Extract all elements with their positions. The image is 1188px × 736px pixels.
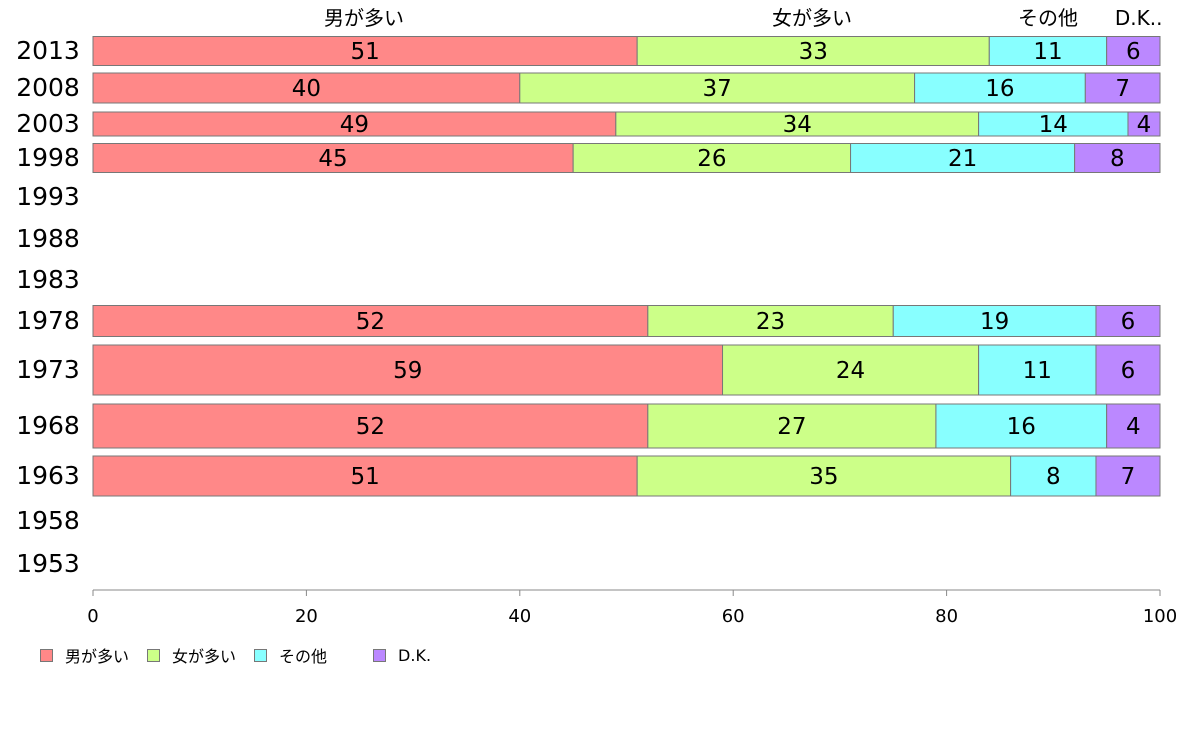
category-label-2013: 2013 [16,36,80,65]
column-header-1: 女が多い [772,6,852,30]
legend-item-male: 男が多い [40,643,129,667]
data-label-2013-1: 33 [799,39,828,65]
data-label-1998-3: 8 [1110,146,1125,172]
bar-segment-2003-0 [92,111,617,137]
bar-segment-1978-0 [92,305,649,337]
legend-swatch-dk [373,648,387,662]
data-label-2013-2: 11 [1033,39,1062,65]
bar-segment-2013-1 [636,36,990,66]
legend-swatch-female [147,648,161,662]
bar-segment-1973-0 [92,344,724,396]
bar-segment-1998-0 [92,143,574,173]
legend-label-other: その他 [279,647,328,666]
data-label-1973-2: 11 [1023,358,1052,384]
category-label-1988: 1988 [16,224,80,253]
data-label-1968-0: 52 [356,414,385,440]
bar-segment-2008-3 [1084,72,1161,104]
bar-segment-1968-3 [1106,403,1161,449]
bar-segment-1998-3 [1074,143,1161,173]
x-tick-label-0: 0 [87,606,98,627]
category-label-1958: 1958 [16,506,80,535]
legend-item-female: 女が多い [147,643,236,667]
data-label-2003-0: 49 [340,112,369,138]
data-label-1963-1: 35 [809,464,838,490]
data-label-1998-1: 26 [697,146,726,172]
data-label-2013-3: 6 [1126,39,1141,65]
category-label-1973: 1973 [16,355,80,384]
legend-label-female: 女が多い [172,647,237,666]
bar-segment-2013-3 [1106,36,1161,66]
x-tick-label-80: 80 [935,606,958,627]
legend: 男が多い 女が多い その他 D.K. [40,643,449,667]
bar-segment-1978-2 [892,305,1097,337]
bar-segment-2013-2 [988,36,1108,66]
data-label-1968-3: 4 [1126,414,1141,440]
data-label-2008-2: 16 [985,76,1014,102]
category-label-1998: 1998 [16,143,80,172]
category-label-1978: 1978 [16,306,80,335]
data-label-1978-1: 23 [756,309,785,335]
data-label-2008-1: 37 [703,76,732,102]
bar-segment-1998-1 [572,143,852,173]
legend-item-other: その他 [254,643,327,667]
column-header-3: D.K.. [1115,6,1163,30]
bar-segment-1978-3 [1095,305,1161,337]
bar-segment-2003-1 [615,111,980,137]
category-label-2008: 2008 [16,73,80,102]
category-label-1953: 1953 [16,549,80,578]
data-label-2013-0: 51 [350,39,379,65]
bar-segment-1978-1 [647,305,894,337]
bar-segment-1973-1 [722,344,980,396]
bar-segment-1963-3 [1095,455,1161,497]
data-label-1968-1: 27 [777,414,806,440]
legend-swatch-male [40,648,53,662]
bar-segment-2008-1 [519,72,916,104]
legend-item-dk: D.K. [373,646,431,665]
data-label-1978-0: 52 [356,309,385,335]
bar-segment-2003-3 [1127,111,1161,137]
bar-segment-2008-0 [92,72,521,104]
x-tick-label-60: 60 [722,606,745,627]
bar-segment-1973-3 [1095,344,1161,396]
legend-swatch-other [254,648,268,662]
data-label-1968-2: 16 [1007,414,1036,440]
data-label-2003-2: 14 [1039,112,1068,138]
bar-segment-1968-2 [935,403,1108,449]
data-label-2003-3: 4 [1137,112,1152,138]
data-label-1973-3: 6 [1121,358,1136,384]
category-label-1983: 1983 [16,265,80,294]
data-label-2003-1: 34 [783,112,812,138]
data-label-1963-2: 8 [1046,464,1061,490]
x-tick-label-20: 20 [295,606,318,627]
data-label-1978-3: 6 [1121,309,1136,335]
data-label-1978-2: 19 [980,309,1009,335]
category-label-1963: 1963 [16,461,80,490]
bar-segment-1963-0 [92,455,638,497]
data-label-1998-2: 21 [948,146,977,172]
category-label-1993: 1993 [16,182,80,211]
data-label-1973-1: 24 [836,358,865,384]
data-label-1998-0: 45 [318,146,347,172]
legend-label-dk: D.K. [398,645,432,665]
x-tick-label-40: 40 [508,606,531,627]
category-label-1968: 1968 [16,411,80,440]
bar-segment-1963-2 [1010,455,1097,497]
legend-label-male: 男が多い [65,647,130,666]
data-label-2008-0: 40 [292,76,321,102]
bar-segment-1973-2 [978,344,1097,396]
bar-segment-1968-0 [92,403,649,449]
bar-segment-2013-0 [92,36,638,66]
column-header-0: 男が多い [324,6,404,30]
data-label-1973-0: 59 [393,358,422,384]
category-label-2003: 2003 [16,109,80,138]
data-label-2008-3: 7 [1115,76,1130,102]
x-tick-label-100: 100 [1143,606,1177,627]
data-label-1963-0: 51 [350,464,379,490]
bar-segment-2008-2 [914,72,1086,104]
data-label-1963-3: 7 [1121,464,1136,490]
column-header-2: その他 [1018,6,1078,30]
